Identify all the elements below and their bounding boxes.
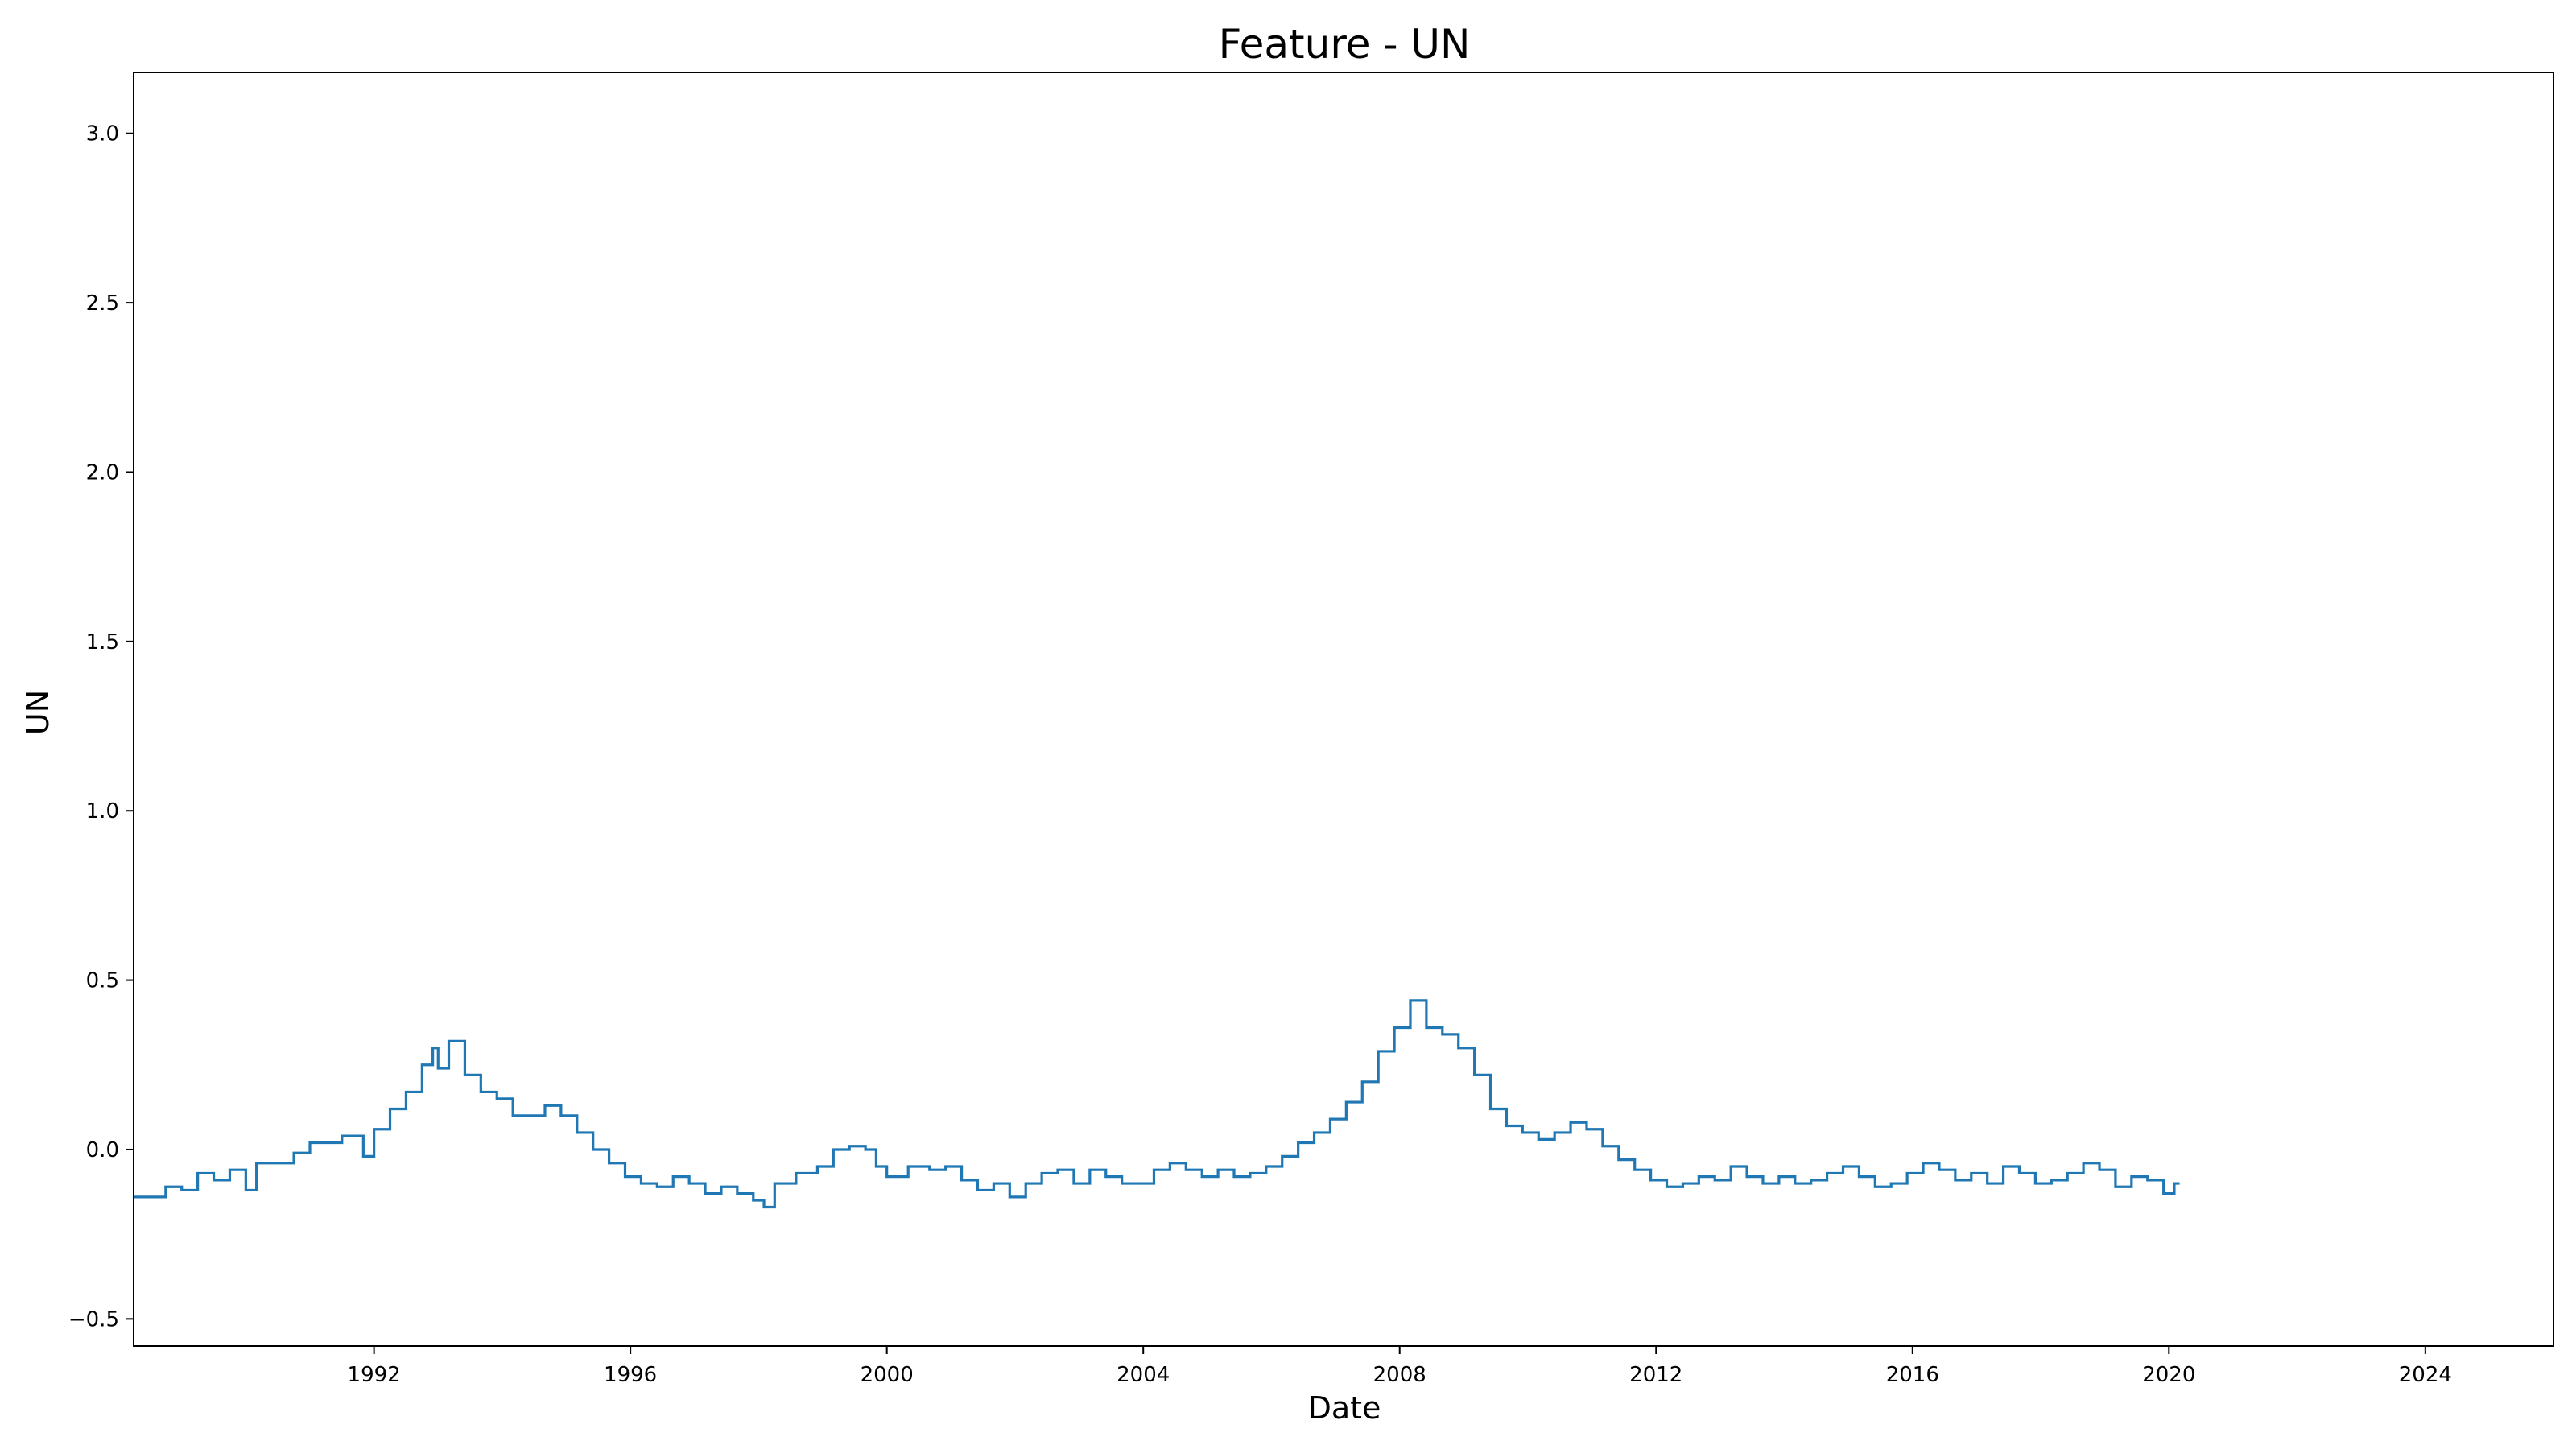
y-tick-label: −0.5	[68, 1307, 119, 1331]
y-tick-label: 0.0	[86, 1138, 119, 1162]
x-tick-label: 2024	[2399, 1363, 2452, 1387]
y-tick-label: 1.0	[86, 799, 119, 824]
x-tick-label: 2000	[861, 1363, 914, 1387]
x-tick-label: 1996	[604, 1363, 657, 1387]
x-tick-label: 2016	[1886, 1363, 1939, 1387]
plot-frame	[133, 72, 2554, 1347]
y-tick-label: 3.0	[86, 122, 119, 147]
x-axis: 1992 1996 2000 2004 2008 2012 2016 2020 2024	[348, 1346, 2452, 1387]
y-tick-label: 0.5	[86, 969, 119, 993]
series-line	[134, 999, 2180, 1209]
y-axis-label: UN	[20, 690, 56, 735]
chart-title: Feature - UN	[1219, 21, 1471, 68]
y-tick-label: 1.5	[86, 630, 119, 654]
x-tick-label: 2004	[1117, 1363, 1170, 1387]
x-tick-label: 2008	[1373, 1363, 1426, 1387]
x-tick-label: 2020	[2142, 1363, 2195, 1387]
x-tick-label: 1992	[348, 1363, 401, 1387]
y-tick-label: 2.5	[86, 291, 119, 316]
x-axis-label: Date	[1308, 1390, 1381, 1426]
y-axis: −0.5 0.0 0.5 1.0 1.5 2.0 2.5 3.0	[68, 122, 134, 1331]
x-tick-label: 2012	[1629, 1363, 1682, 1387]
y-tick-label: 2.0	[86, 460, 119, 485]
